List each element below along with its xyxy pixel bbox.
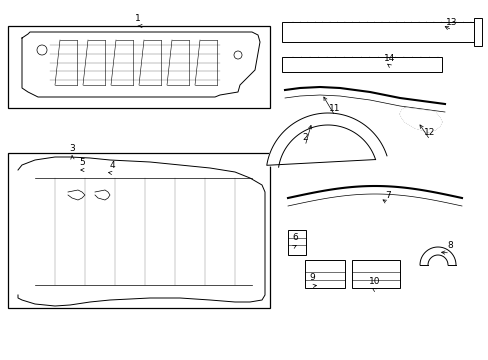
Text: 6: 6 xyxy=(291,234,297,243)
Text: 2: 2 xyxy=(302,134,307,143)
Bar xyxy=(8,26,269,108)
Text: 4: 4 xyxy=(109,161,115,170)
Bar xyxy=(473,18,481,46)
Text: 11: 11 xyxy=(328,104,340,112)
Text: 13: 13 xyxy=(446,18,457,27)
Bar xyxy=(282,22,473,42)
Polygon shape xyxy=(95,190,110,200)
Text: 8: 8 xyxy=(446,240,452,249)
Polygon shape xyxy=(399,108,441,132)
Bar xyxy=(8,153,269,308)
Bar xyxy=(351,260,399,288)
Text: 1: 1 xyxy=(135,14,141,23)
Text: 7: 7 xyxy=(385,190,390,199)
Polygon shape xyxy=(18,157,264,306)
Text: 14: 14 xyxy=(384,54,395,63)
Text: 10: 10 xyxy=(368,278,380,287)
Bar xyxy=(287,230,305,255)
Polygon shape xyxy=(266,113,386,167)
Bar xyxy=(282,57,441,72)
Text: 9: 9 xyxy=(308,274,314,283)
Text: 12: 12 xyxy=(424,127,435,136)
Text: 5: 5 xyxy=(79,158,85,166)
Polygon shape xyxy=(68,190,85,200)
Bar xyxy=(305,260,345,288)
Text: 3: 3 xyxy=(69,144,75,153)
